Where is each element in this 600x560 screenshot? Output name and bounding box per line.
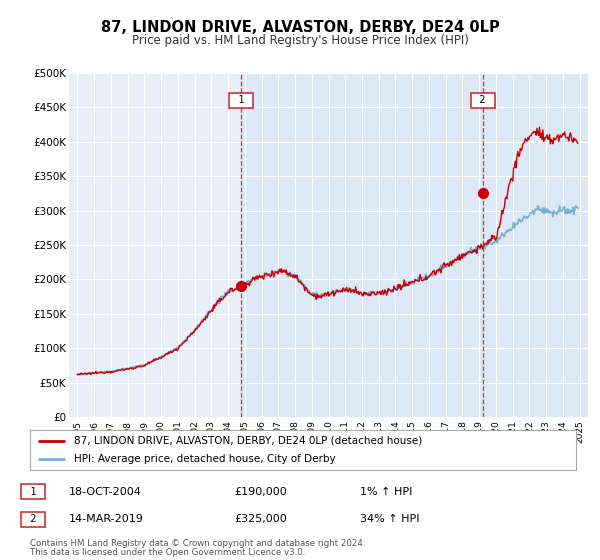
Text: 87, LINDON DRIVE, ALVASTON, DERBY, DE24 0LP: 87, LINDON DRIVE, ALVASTON, DERBY, DE24 … <box>101 21 499 35</box>
Text: HPI: Average price, detached house, City of Derby: HPI: Average price, detached house, City… <box>74 454 335 464</box>
Text: 2: 2 <box>473 95 492 105</box>
Bar <box>69 73 241 417</box>
Text: 1% ↑ HPI: 1% ↑ HPI <box>360 487 412 497</box>
Text: 2: 2 <box>23 514 43 524</box>
Text: 18-OCT-2004: 18-OCT-2004 <box>69 487 142 497</box>
Text: Price paid vs. HM Land Registry's House Price Index (HPI): Price paid vs. HM Land Registry's House … <box>131 34 469 48</box>
Text: Contains HM Land Registry data © Crown copyright and database right 2024.: Contains HM Land Registry data © Crown c… <box>30 539 365 548</box>
Text: 1: 1 <box>232 95 251 105</box>
Text: This data is licensed under the Open Government Licence v3.0.: This data is licensed under the Open Gov… <box>30 548 305 557</box>
Text: £190,000: £190,000 <box>234 487 287 497</box>
Text: 14-MAR-2019: 14-MAR-2019 <box>69 514 144 524</box>
Text: 1: 1 <box>23 487 43 497</box>
Text: 34% ↑ HPI: 34% ↑ HPI <box>360 514 419 524</box>
Text: 87, LINDON DRIVE, ALVASTON, DERBY, DE24 0LP (detached house): 87, LINDON DRIVE, ALVASTON, DERBY, DE24 … <box>74 436 422 446</box>
Text: £325,000: £325,000 <box>234 514 287 524</box>
